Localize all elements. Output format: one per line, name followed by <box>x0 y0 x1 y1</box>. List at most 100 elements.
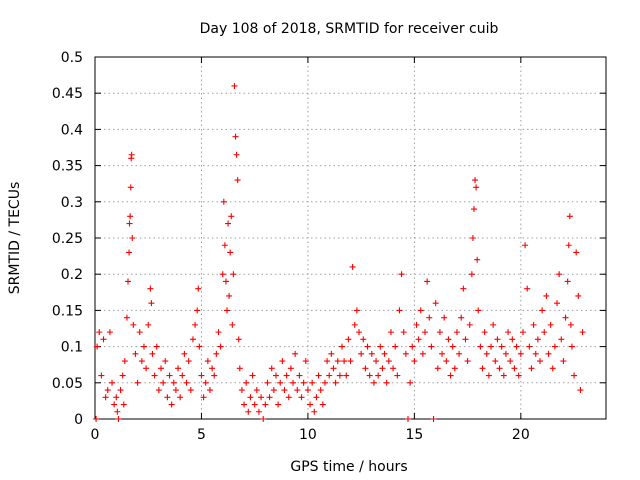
data-point <box>313 394 320 401</box>
data-point <box>235 336 242 343</box>
data-point <box>172 387 179 394</box>
data-point <box>275 401 282 408</box>
data-point <box>417 307 424 314</box>
data-point <box>396 307 403 314</box>
data-point <box>130 321 137 328</box>
data-point <box>424 278 431 285</box>
data-point <box>547 321 554 328</box>
data-point <box>177 394 184 401</box>
data-point <box>283 372 290 379</box>
data-point <box>411 358 418 365</box>
data-point <box>551 343 558 350</box>
data-point <box>127 213 134 220</box>
y-tick-label: 0.2 <box>61 267 83 283</box>
data-point <box>217 343 224 350</box>
data-point <box>422 329 429 336</box>
x-axis-label: GPS time / hours <box>290 459 407 475</box>
data-point <box>443 358 450 365</box>
data-point <box>238 387 245 394</box>
y-tick-label: 0.35 <box>52 159 83 175</box>
data-point <box>381 350 388 357</box>
data-point <box>211 372 218 379</box>
data-point <box>473 184 480 191</box>
data-point <box>358 350 365 357</box>
data-point <box>483 350 490 357</box>
data-point <box>153 343 160 350</box>
data-point <box>439 350 446 357</box>
data-point <box>556 271 563 278</box>
data-point <box>149 350 156 357</box>
data-point <box>511 365 518 372</box>
data-point <box>370 379 377 386</box>
data-point <box>549 365 556 372</box>
data-point <box>326 372 333 379</box>
x-tick-label: 10 <box>299 427 317 443</box>
data-point <box>192 321 199 328</box>
data-point <box>128 151 135 158</box>
data-point <box>571 372 578 379</box>
data-point <box>268 365 275 372</box>
data-point <box>213 350 220 357</box>
data-point <box>492 358 499 365</box>
data-point <box>534 336 541 343</box>
data-point <box>449 343 456 350</box>
data-point <box>328 350 335 357</box>
y-tick-label: 0.1 <box>61 340 83 356</box>
data-point <box>231 82 238 89</box>
data-point <box>490 321 497 328</box>
data-point <box>577 387 584 394</box>
data-point <box>115 416 122 422</box>
data-point <box>249 372 256 379</box>
data-point <box>270 387 277 394</box>
data-point <box>287 365 294 372</box>
data-point <box>185 358 192 365</box>
x-tick-label: 0 <box>91 427 100 443</box>
data-point <box>100 336 107 343</box>
data-point <box>453 329 460 336</box>
data-marks <box>93 82 586 422</box>
data-point <box>251 401 258 408</box>
data-point <box>554 300 561 307</box>
data-point <box>375 372 382 379</box>
data-point <box>513 343 520 350</box>
data-point <box>579 329 586 336</box>
data-point <box>204 358 211 365</box>
x-tick-label: 15 <box>405 427 423 443</box>
data-point <box>292 350 299 357</box>
data-point <box>98 372 105 379</box>
data-point <box>94 343 101 350</box>
y-tick-label: 0.25 <box>52 231 83 247</box>
data-point <box>472 177 479 184</box>
data-point <box>140 343 147 350</box>
data-point <box>419 350 426 357</box>
data-point <box>245 408 252 415</box>
data-point <box>462 336 469 343</box>
data-point <box>362 365 369 372</box>
data-point <box>398 271 405 278</box>
data-point <box>338 343 345 350</box>
data-point <box>255 408 262 415</box>
data-point <box>296 372 303 379</box>
data-point <box>500 372 507 379</box>
data-point <box>477 343 484 350</box>
data-point <box>200 394 207 401</box>
data-point <box>155 387 162 394</box>
data-point <box>104 387 111 394</box>
data-point <box>183 379 190 386</box>
data-point <box>404 416 411 422</box>
data-point <box>562 314 569 321</box>
data-point <box>260 416 267 422</box>
data-point <box>195 285 202 292</box>
data-point <box>234 177 241 184</box>
data-point <box>505 329 512 336</box>
data-point <box>126 249 133 256</box>
data-point <box>469 235 476 241</box>
data-point <box>536 358 543 365</box>
data-point <box>464 358 471 365</box>
data-point <box>373 358 380 365</box>
data-point <box>432 300 439 307</box>
data-point <box>496 365 503 372</box>
data-point <box>189 336 196 343</box>
data-point <box>415 336 422 343</box>
